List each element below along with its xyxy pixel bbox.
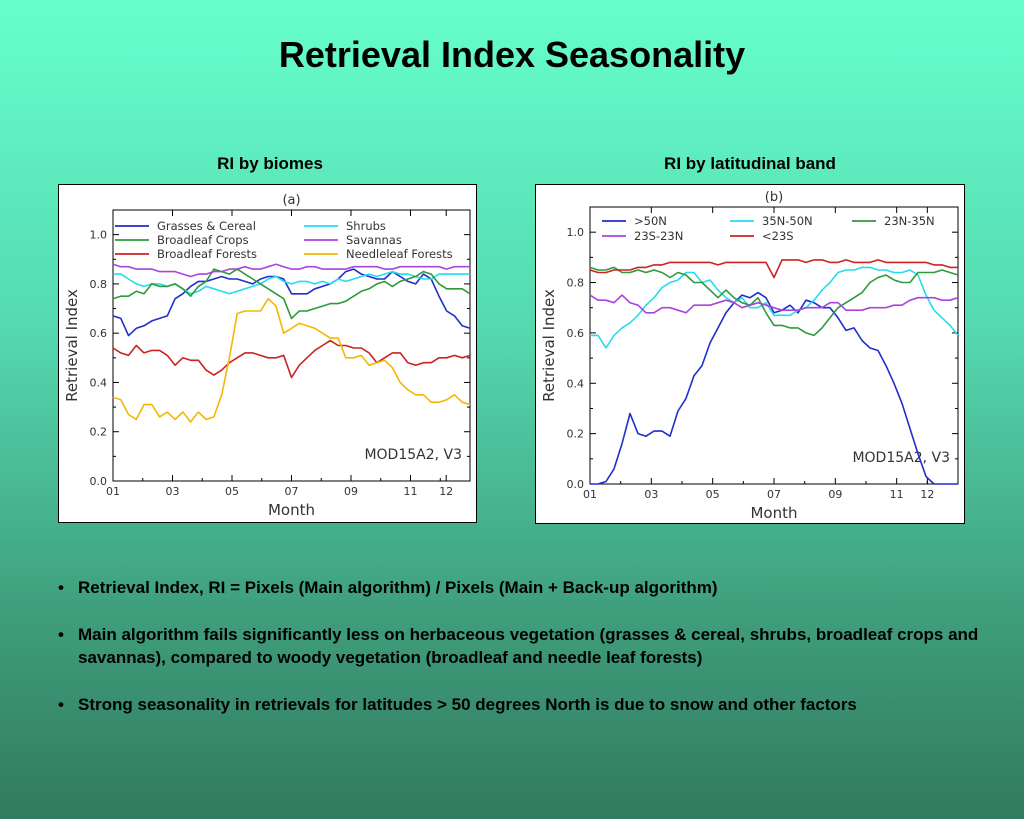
y-tick-label: 0.0 [567,478,585,491]
legend-label: Broadleaf Crops [157,233,249,247]
bullet-text: Strong seasonality in retrievals for lat… [78,694,857,714]
y-tick-label: 0.2 [567,428,585,441]
legend-label: Shrubs [346,219,386,233]
left-chart-heading: RI by biomes [217,154,323,173]
x-tick-label: 05 [706,488,720,501]
y-tick-label: 0.8 [90,278,108,291]
bullet-text: Retrieval Index, RI = Pixels (Main algor… [78,578,718,597]
x-tick-label: 12 [439,485,453,498]
chart-biomes: (a) 0.0 0.2 0.4 0.6 0.8 1.0 01 03 05 07 09 11 12 Month… [63,193,471,519]
bullet-item: • Strong seasonality in retrievals for l… [58,693,998,717]
series-line [112,268,471,337]
x-axis-label: Month [268,501,315,519]
legend-label: Grasses & Cereal [157,219,256,233]
right-chart-heading: RI by latitudinal band [664,154,836,173]
chart-annotation: MOD15A2, V3 [852,450,950,466]
panel-label: (b) [765,190,783,205]
y-tick-label: 0.4 [567,377,585,390]
bullet-item: • Retrieval Index, RI = Pixels (Main alg… [58,576,998,600]
bullet-dot: • [58,578,64,597]
x-tick-label: 01 [583,488,597,501]
legend-label: >50N [634,214,667,228]
chart-panel-latitude: (b) 0.0 0.2 0.4 0.6 0.8 1.0 01 03 05 07 09 11 12 Month… [535,184,965,524]
x-axis-label: Month [750,504,797,522]
y-tick-label: 0.0 [90,475,108,488]
series-line [112,297,471,423]
x-tick-label: 01 [106,485,120,498]
x-tick-label: 03 [644,488,658,501]
series-line [112,339,471,379]
bullet-text: Main algorithm fails significantly less … [78,624,979,668]
x-tick-label: 07 [285,485,299,498]
bullet-dot: • [58,624,64,644]
bullet-item: • Main algorithm fails significantly les… [58,623,998,670]
series-line [589,266,959,337]
x-tick-label: 11 [890,488,904,501]
y-tick-label: 1.0 [90,229,108,242]
chart-panel-biomes: (a) 0.0 0.2 0.4 0.6 0.8 1.0 01 03 05 07 09 11 12 Month… [58,184,477,523]
chart-latitude: (b) 0.0 0.2 0.4 0.6 0.8 1.0 01 03 05 07 09 11 12 Month… [540,190,959,522]
y-axis-label: Retrieval Index [63,289,81,402]
bullet-list: • Retrieval Index, RI = Pixels (Main alg… [58,576,998,739]
y-tick-label: 0.6 [90,327,108,340]
panel-label: (a) [282,193,300,208]
page-title: Retrieval Index Seasonality [278,34,746,75]
x-tick-label: 03 [166,485,180,498]
plot-frame [589,206,959,485]
series-line [590,291,958,485]
y-tick-label: 1.0 [567,226,585,239]
y-tick-label: 0.2 [90,426,108,439]
series-line [590,266,959,349]
x-tick-label: 07 [767,488,781,501]
x-tick-label: 12 [920,488,934,501]
series-line [112,268,471,320]
y-tick-label: 0.4 [90,376,108,389]
legend-label: 35N-50N [762,214,813,228]
x-tick-label: 09 [828,488,842,501]
series-line [112,263,470,278]
series-line [589,294,959,314]
legend-label: Broadleaf Forests [157,247,257,261]
x-tick-label: 09 [344,485,358,498]
legend-label: 23N-35N [884,214,935,228]
y-tick-label: 0.8 [567,277,585,290]
x-tick-label: 05 [225,485,239,498]
x-tick-label: 11 [404,485,418,498]
series-line [589,259,958,279]
legend-label: 23S-23N [634,229,683,243]
legend-label: Savannas [346,233,402,247]
bullet-dot: • [58,694,64,714]
y-axis-label: Retrieval Index [540,289,558,402]
y-tick-label: 0.6 [567,327,585,340]
chart-annotation: MOD15A2, V3 [364,447,462,463]
legend-label: <23S [762,229,794,243]
legend-label: Needleleaf Forests [346,247,453,261]
